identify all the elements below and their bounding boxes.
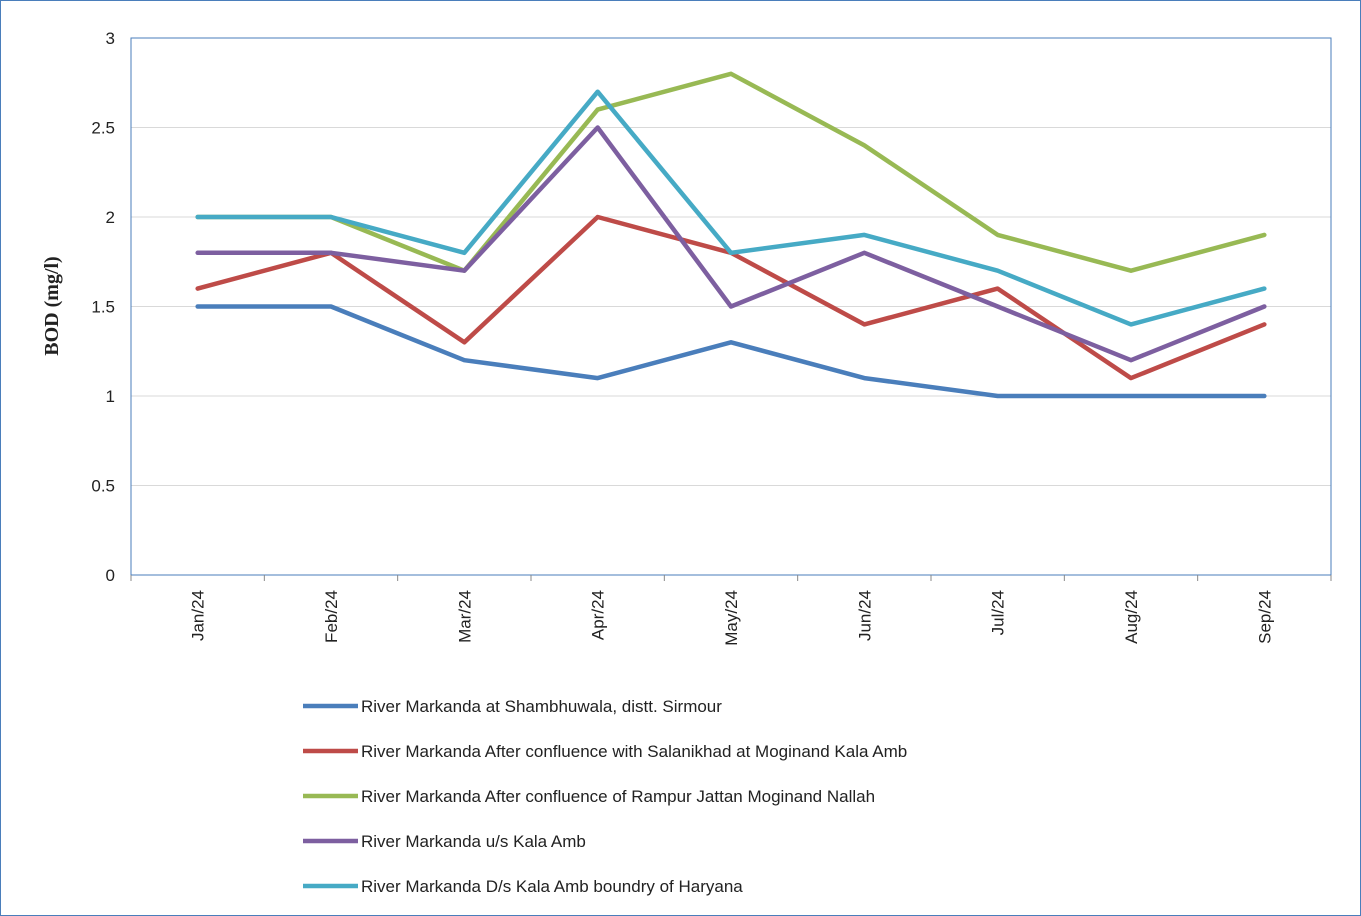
y-tick-label: 1.5 [91, 298, 115, 317]
y-tick-label: 2.5 [91, 119, 115, 138]
x-tick-label: Apr/24 [589, 590, 608, 640]
legend-label: River Markanda u/s Kala Amb [361, 832, 586, 851]
plot-area [130, 37, 1332, 576]
x-tick-label: Jan/24 [189, 590, 208, 641]
y-tick-label: 0 [106, 566, 115, 585]
legend-label: River Markanda After confluence of Rampu… [361, 787, 875, 806]
legend-label: River Markanda D/s Kala Amb boundry of H… [361, 877, 743, 896]
series-line [195, 125, 1267, 363]
series-line [195, 89, 1267, 327]
x-tick-label: Sep/24 [1255, 590, 1274, 644]
y-tick-label: 2 [106, 208, 115, 227]
x-tick-label: Mar/24 [455, 590, 474, 643]
x-tick-label: May/24 [722, 590, 741, 646]
legend-label: River Markanda After confluence with Sal… [361, 742, 907, 761]
y-axis-title: BOD (mg/l) [41, 256, 63, 355]
series-line [195, 71, 1267, 273]
y-tick-label: 3 [106, 29, 115, 48]
x-tick-label: Jul/24 [989, 590, 1008, 635]
x-tick-label: Feb/24 [322, 590, 341, 643]
x-tick-label: Aug/24 [1122, 590, 1141, 644]
legend-label: River Markanda at Shambhuwala, distt. Si… [361, 697, 722, 716]
x-tick-label: Jun/24 [855, 590, 874, 641]
y-tick-label: 1 [106, 387, 115, 406]
series-line [195, 304, 1267, 399]
y-tick-label: 0.5 [91, 477, 115, 496]
